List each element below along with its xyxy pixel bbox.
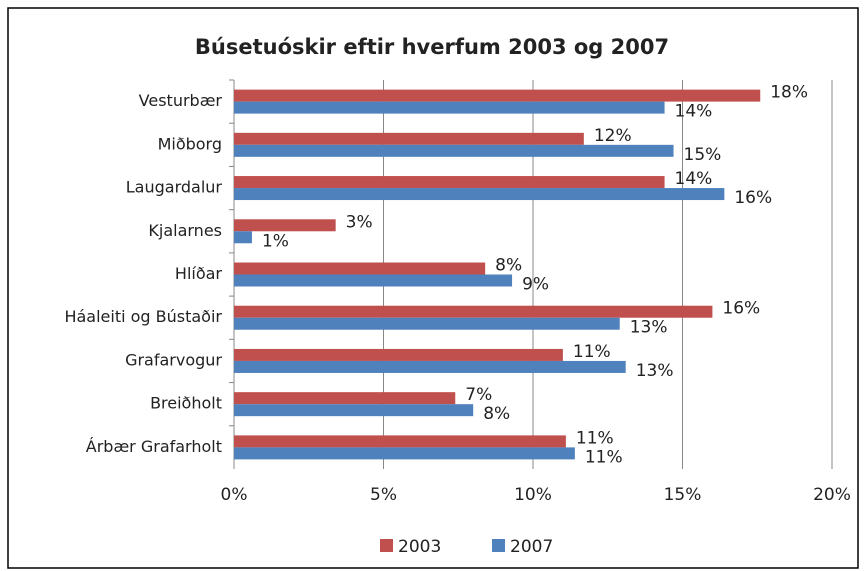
- value-label: 15%: [684, 145, 722, 165]
- value-label: 8%: [495, 256, 522, 276]
- x-tick-label: 10%: [514, 485, 552, 505]
- y-tick-label: Kjalarnes: [148, 221, 222, 240]
- y-tick-label: Árbær Grafarholt: [86, 437, 222, 456]
- value-label: 14%: [675, 102, 713, 122]
- x-tick-label: 15%: [664, 485, 702, 505]
- x-tick-label: 5%: [370, 485, 397, 505]
- y-tick-label: Grafarvogur: [125, 350, 222, 369]
- value-label: 13%: [636, 361, 674, 381]
- bar: [234, 188, 725, 201]
- value-label: 18%: [770, 83, 808, 103]
- value-label: 9%: [522, 275, 549, 295]
- bar: [234, 274, 513, 287]
- legend-label: 2007: [510, 537, 553, 557]
- value-label: 1%: [262, 231, 289, 251]
- value-label: 12%: [594, 126, 632, 146]
- value-label: 16%: [734, 188, 772, 208]
- bar: [234, 447, 575, 460]
- y-tick-label: Háaleiti og Bústaðir: [64, 307, 222, 326]
- legend-swatch: [380, 539, 393, 552]
- value-label: 7%: [465, 385, 492, 405]
- y-tick-label: Hlíðar: [175, 264, 223, 283]
- x-tick-label: 0%: [221, 485, 248, 505]
- value-label: 11%: [573, 342, 611, 362]
- x-tick-label: 20%: [813, 485, 851, 505]
- value-label: 8%: [483, 404, 510, 424]
- value-label: 3%: [346, 212, 373, 232]
- bar: [234, 231, 252, 244]
- legend-swatch: [492, 539, 505, 552]
- bar: [234, 144, 674, 157]
- bar: [234, 435, 566, 448]
- bar: [234, 176, 665, 189]
- value-label: 11%: [585, 447, 623, 467]
- y-tick-label: Laugardalur: [126, 178, 223, 197]
- chart-title: Búsetuóskir eftir hverfum 2003 og 2007: [195, 35, 669, 59]
- value-label: 11%: [576, 428, 614, 448]
- bar: [234, 360, 626, 373]
- bar: [234, 219, 336, 232]
- bar: [234, 89, 761, 102]
- value-label: 16%: [722, 299, 760, 319]
- bar: [234, 101, 665, 114]
- legend-label: 2003: [398, 537, 441, 557]
- bar: [234, 305, 713, 318]
- value-label: 13%: [630, 318, 668, 338]
- bar: [234, 132, 584, 145]
- y-tick-label: Vesturbær: [139, 91, 223, 110]
- bar: [234, 317, 620, 330]
- bar: [234, 348, 563, 361]
- y-tick-label: Miðborg: [158, 134, 222, 153]
- y-tick-label: Breiðholt: [150, 394, 222, 413]
- bar: [234, 262, 486, 275]
- bar: [234, 392, 456, 405]
- bar: [234, 404, 474, 417]
- value-label: 14%: [675, 169, 713, 189]
